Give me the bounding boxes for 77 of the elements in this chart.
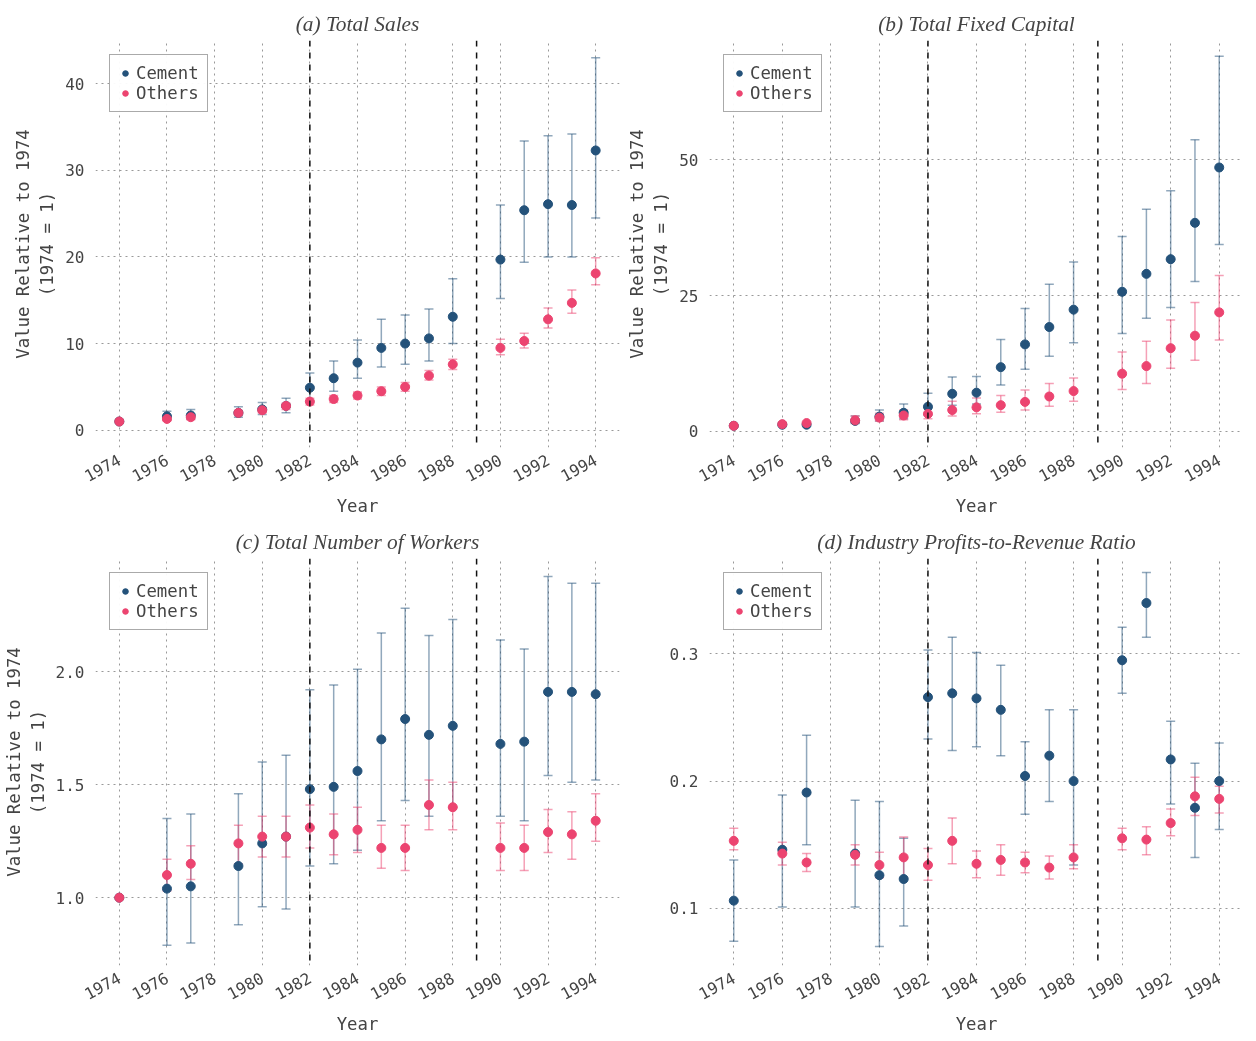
legend-label: Others [136, 83, 199, 103]
x-tick-label: 1992 [509, 968, 553, 1004]
legend-label: Cement [750, 63, 813, 83]
y-tick-label: 0.3 [669, 644, 699, 664]
x-tick-label: 1988 [414, 968, 458, 1004]
y-tick-label: 1.5 [55, 775, 85, 795]
x-tick-label: 1978 [176, 450, 220, 486]
x-tick-label: 1982 [271, 968, 315, 1004]
y-tick-label: 40 [65, 74, 85, 94]
y-tick-label: 30 [65, 161, 85, 181]
y-axis-title: Value Relative to 1974 (1974 = 1) [3, 647, 48, 877]
y-axis-title: Value Relative to 1974 (1974 = 1) [13, 129, 58, 359]
y-tick-label: 1.0 [55, 888, 85, 908]
x-tick-label: 1994 [1181, 968, 1225, 1004]
y-tick-label: 0 [74, 421, 85, 441]
x-tick-label: 1974 [81, 450, 125, 486]
x-tick-label: 1980 [841, 968, 885, 1004]
x-tick-label: 1984 [938, 968, 982, 1004]
x-tick-label: 1990 [1084, 450, 1127, 486]
x-tick-label: 1978 [792, 968, 836, 1004]
legend-label: Cement [136, 63, 199, 83]
x-tick-label: 1994 [1181, 450, 1225, 486]
x-tick-label: 1992 [1132, 450, 1176, 486]
x-tick-label: 1984 [319, 450, 363, 486]
x-tick-label: 1988 [1035, 968, 1079, 1004]
x-axis-title: Year [955, 1013, 998, 1034]
chart-title: (c) Total Number of Workers [235, 529, 480, 554]
x-tick-label: 1976 [744, 450, 788, 486]
x-tick-label: 1984 [319, 968, 363, 1004]
x-tick-label: 1974 [81, 968, 125, 1004]
x-tick-label: 1988 [1035, 450, 1079, 486]
x-tick-label: 1976 [744, 968, 788, 1004]
x-tick-label: 1984 [938, 450, 982, 486]
x-tick-label: 1990 [462, 450, 506, 486]
chart-title: (d) Industry Profits-to-Revenue Ratio [817, 529, 1137, 554]
x-tick-label: 1978 [176, 968, 220, 1004]
y-tick-label: 25 [679, 286, 699, 306]
x-tick-label: 1994 [557, 968, 601, 1004]
x-tick-label: 1982 [889, 968, 933, 1004]
x-tick-label: 1980 [224, 968, 268, 1004]
x-tick-label: 1986 [367, 450, 410, 486]
x-tick-label: 1976 [128, 450, 172, 486]
legend-label: Others [750, 83, 813, 103]
x-tick-label: 1982 [889, 450, 933, 486]
legend-label: Others [750, 601, 813, 621]
x-tick-label: 1974 [695, 450, 739, 486]
x-tick-label: 1978 [792, 450, 836, 486]
y-tick-label: 10 [65, 334, 85, 354]
y-axis-title: Value Relative to 1974 (1974 = 1) [627, 129, 672, 359]
x-tick-label: 1992 [509, 450, 553, 486]
x-tick-label: 1990 [462, 968, 506, 1004]
y-tick-label: 2.0 [55, 662, 85, 682]
x-tick-label: 1994 [557, 450, 601, 486]
y-tick-label: 0 [688, 422, 699, 442]
y-tick-label: 50 [679, 150, 699, 170]
x-axis-title: Year [336, 495, 379, 516]
x-axis-title: Year [336, 1013, 379, 1034]
x-tick-label: 1992 [1132, 968, 1176, 1004]
y-tick-label: 20 [65, 247, 85, 267]
x-tick-label: 1988 [414, 450, 458, 486]
legend-label: Cement [750, 581, 813, 601]
y-tick-label: 0.1 [669, 899, 699, 919]
chart-title: (b) Total Fixed Capital [878, 11, 1075, 36]
legend-label: Others [136, 601, 199, 621]
legend-label: Cement [136, 581, 199, 601]
x-tick-label: 1986 [367, 968, 410, 1004]
x-tick-label: 1990 [1084, 968, 1127, 1004]
y-tick-label: 0.2 [669, 772, 699, 792]
x-tick-label: 1976 [128, 968, 172, 1004]
x-tick-label: 1982 [271, 450, 315, 486]
x-tick-label: 1980 [841, 450, 885, 486]
x-tick-label: 1986 [986, 450, 1030, 486]
x-tick-label: 1974 [695, 968, 739, 1004]
x-tick-label: 1980 [224, 450, 268, 486]
x-tick-label: 1986 [986, 968, 1030, 1004]
chart-title: (a) Total Sales [295, 11, 420, 36]
x-axis-title: Year [955, 495, 998, 516]
